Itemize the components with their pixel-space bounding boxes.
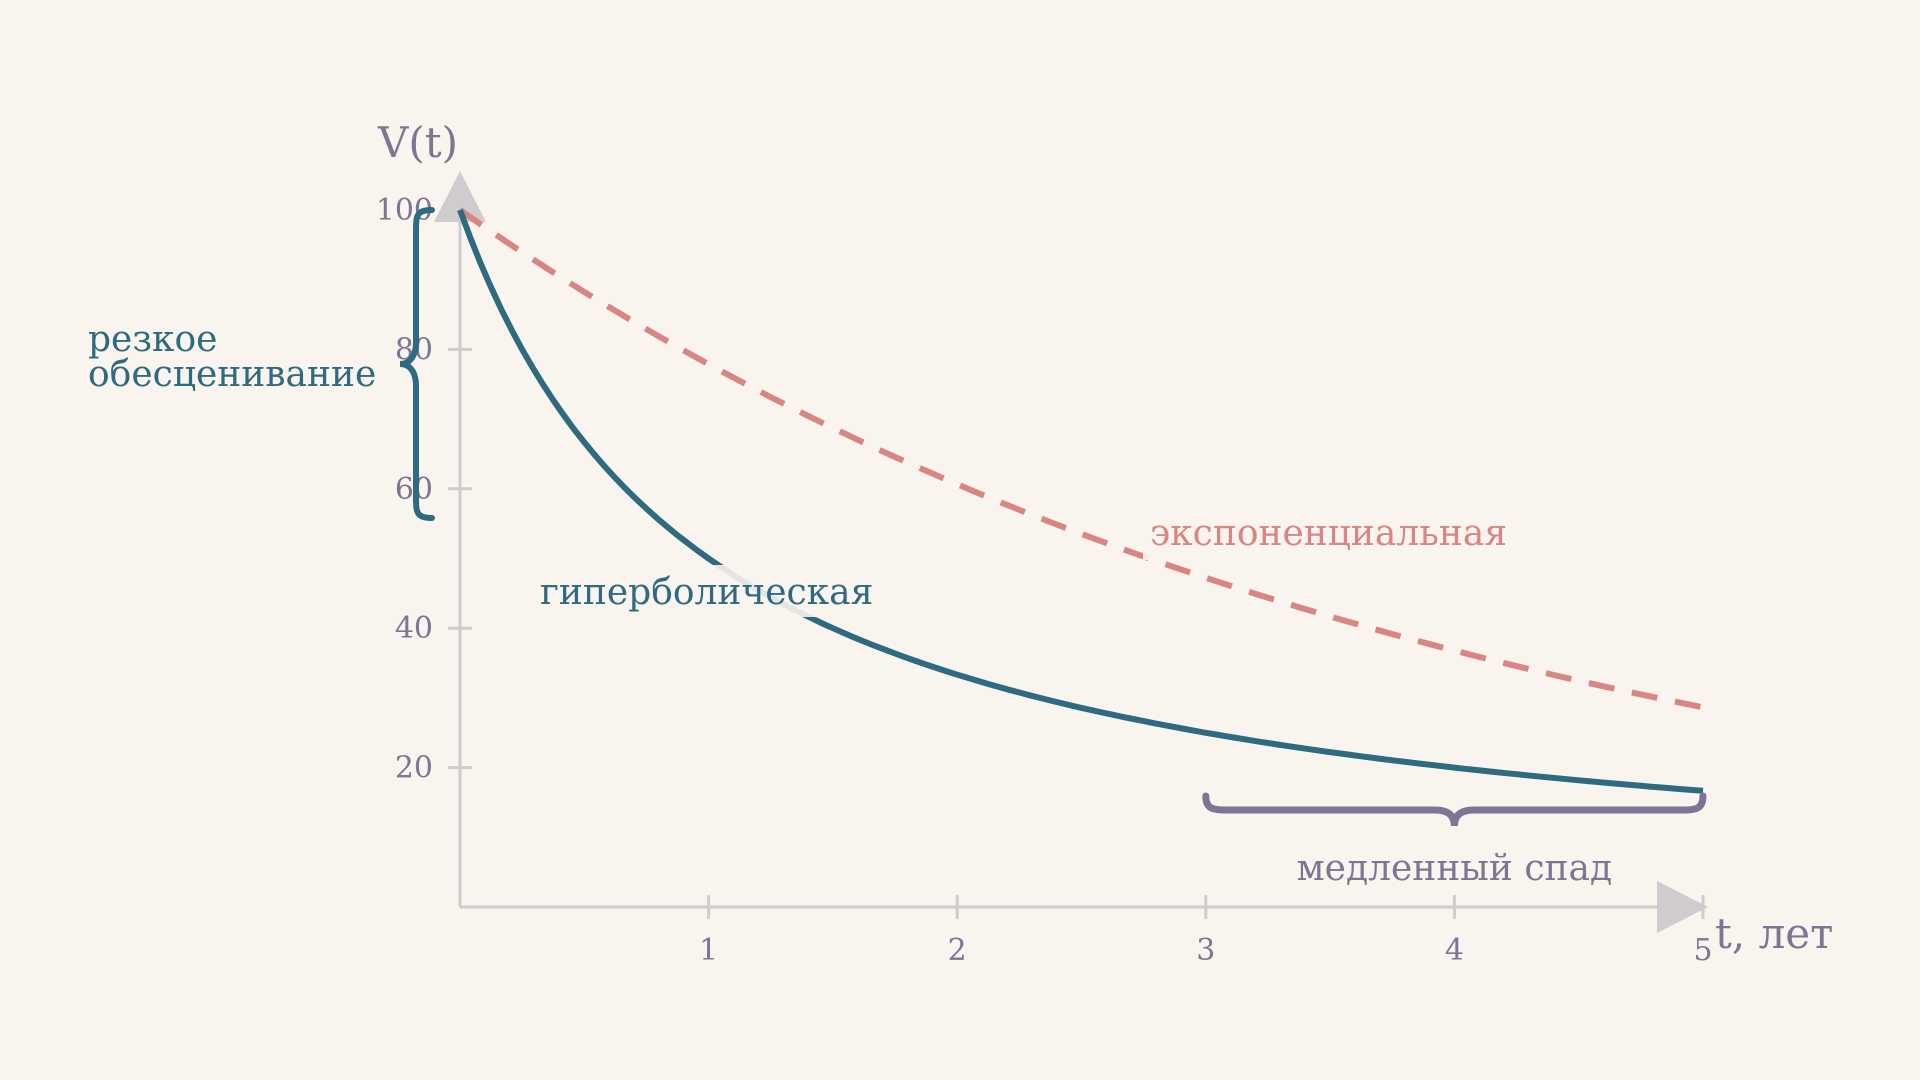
sharp-depreciation-label-line1: резкое: [88, 319, 217, 360]
exponential-series-line: [458, 207, 1704, 711]
exponential-series-label: экспоненциальная: [1150, 513, 1507, 554]
x-axis-arrow-icon: [1657, 881, 1708, 933]
series-layer: [457, 207, 1704, 794]
hyperbolic-label-halo: [530, 565, 890, 617]
y-axis-title: V(t): [377, 118, 458, 167]
exponential-label-halo: [1143, 512, 1523, 560]
sharp-depreciation-label-line2: обесценивание: [88, 354, 376, 395]
x-tick-label: 4: [1445, 933, 1464, 968]
slow-decline-brace: [1202, 792, 1707, 827]
x-tick-label: 1: [699, 933, 718, 968]
x-tick-label: 5: [1693, 933, 1712, 968]
sharp-depreciation-brace: [399, 207, 435, 521]
hyperbolic-series-line: [457, 208, 1704, 794]
y-tick-label: 20: [395, 751, 433, 786]
label-layer: гиперболическая экспоненциальная: [530, 512, 1523, 617]
x-tick-label: 2: [948, 933, 967, 968]
x-tick-label: 3: [1196, 933, 1215, 968]
hyperbolic-series-label: гиперболическая: [540, 572, 873, 613]
y-tick-label: 40: [395, 611, 433, 646]
slow-decline-label: медленный спад: [1297, 848, 1613, 889]
x-axis-title: t, лет: [1715, 909, 1833, 958]
y-axis-arrow-icon: [434, 171, 486, 222]
